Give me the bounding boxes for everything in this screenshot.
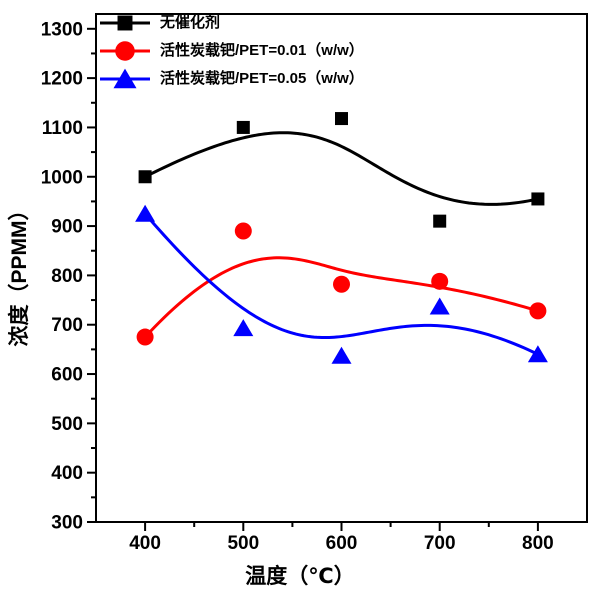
legend-item-no-catalyst: 无催化剂 [98, 9, 364, 37]
data-point-circle-marker [136, 328, 154, 346]
legend-label: 活性炭载钯/PET=0.01（w/w） [160, 42, 364, 59]
y-tick-label: 500 [51, 414, 83, 435]
y-tick-label: 700 [51, 315, 83, 336]
data-point-square-marker [236, 120, 250, 134]
y-tick-label: 1100 [42, 118, 83, 139]
data-point-triangle-marker [233, 319, 254, 337]
series-0 [138, 112, 545, 228]
series-curve [143, 212, 540, 356]
x-tick-label: 400 [129, 533, 161, 554]
data-point-square-marker [433, 214, 447, 228]
legend-key-square-icon [100, 15, 150, 31]
legend-key-circle-icon [100, 41, 150, 61]
x-axis-title: 温度（℃） [245, 565, 355, 588]
data-point-triangle-marker [113, 68, 137, 89]
y-tick-label: 1300 [41, 19, 83, 40]
y-tick-label: 1200 [41, 69, 83, 90]
series-curve [143, 256, 540, 339]
data-point-triangle-marker [429, 297, 450, 315]
legend-item-pd-pet-001: 活性炭载钯/PET=0.01（w/w） [98, 37, 364, 65]
x-tick-label: 600 [326, 533, 358, 554]
y-tick-label: 900 [51, 217, 83, 238]
data-point-circle-marker [115, 41, 135, 61]
y-tick-label: 300 [51, 513, 83, 534]
x-tick-label: 700 [424, 533, 456, 554]
series-1 [136, 222, 547, 346]
data-point-square-marker [138, 170, 152, 184]
legend-label: 活性炭载钯/PET=0.05（w/w） [160, 70, 364, 87]
y-axis-title: 浓度（PPMM） [8, 199, 31, 347]
legend-label: 无催化剂 [160, 14, 221, 31]
data-point-circle-marker [431, 272, 449, 290]
legend: 无催化剂 活性炭载钯/PET=0.01（w/w） 活性炭载钯/PET=0.05（… [98, 9, 364, 93]
data-point-square-marker [117, 15, 133, 31]
data-point-triangle-marker [527, 345, 548, 363]
legend-item-pd-pet-005: 活性炭载钯/PET=0.05（w/w） [98, 65, 364, 93]
legend-key-triangle-icon [100, 68, 150, 89]
data-point-circle-marker [234, 222, 252, 240]
x-tick-label: 500 [227, 533, 259, 554]
series-2 [135, 204, 548, 364]
series-curve [143, 131, 540, 206]
data-point-triangle-marker [331, 346, 352, 364]
y-tick-label: 600 [51, 365, 83, 386]
x-tick-label: 800 [522, 533, 554, 554]
data-point-circle-marker [333, 275, 350, 293]
data-point-square-marker [335, 112, 348, 126]
y-tick-label: 800 [51, 266, 83, 287]
y-tick-label: 400 [51, 463, 83, 484]
data-point-square-marker [531, 192, 545, 206]
axis-ticks: 400 500 600 700 800 300 400 500 600 700 800 900 1000… [41, 19, 554, 554]
data-point-circle-marker [529, 302, 547, 320]
y-tick-label: 1000 [41, 167, 83, 188]
data-point-triangle-marker [135, 204, 156, 222]
